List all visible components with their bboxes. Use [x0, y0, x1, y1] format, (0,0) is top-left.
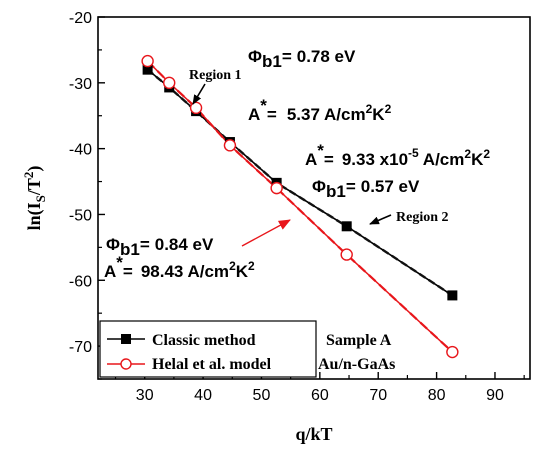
block3-a-line: A*= 98.43 A/cm2K2	[104, 253, 255, 281]
helal-point	[223, 139, 237, 152]
block2-phi-eq: =	[346, 177, 356, 196]
block3-a-sq: 2	[229, 259, 236, 273]
red-arrow	[241, 219, 291, 247]
helal-point	[340, 248, 353, 261]
block3-a-symbol: A	[104, 262, 116, 281]
block1-phi-sub: b1	[262, 52, 282, 71]
block1-phi-symbol: Φ	[248, 47, 262, 66]
y-axis-title: ln(IS/T2)	[21, 166, 48, 231]
block1-a-star: *	[260, 96, 267, 115]
block1-a-sq: 2	[366, 102, 373, 116]
x-tick-label: 30	[136, 387, 154, 404]
block2-a-symbol: A	[305, 150, 317, 169]
y-title-pre: ln(I	[24, 202, 45, 230]
annotation-block-3: Φb1= 0.84 eV A*= 98.43 A/cm2K2	[104, 235, 255, 281]
y-tick-label: -40	[69, 142, 92, 159]
block1-a-k: K	[372, 105, 385, 124]
legend-label-helal: Helal et al. model	[152, 356, 272, 373]
block3-a-eq: =	[123, 262, 133, 281]
legend-marker-helal	[120, 358, 132, 370]
block1-phi-line: Φb1= 0.78 eV	[248, 47, 356, 71]
block3-a-value: 98.43 A/cm	[141, 262, 229, 281]
region-1-label: Region 1	[189, 68, 242, 83]
y-title-sub: S	[33, 195, 48, 202]
block3-a-k2: 2	[248, 259, 255, 273]
block2-a-sq: 2	[464, 147, 471, 161]
block2-a-k2: 2	[483, 147, 490, 161]
block1-phi-value: 0.78 eV	[297, 47, 356, 66]
block3-phi-eq: =	[140, 235, 150, 254]
block3-a-k: K	[236, 262, 249, 281]
block1-a-symbol: A	[248, 105, 260, 124]
helal-point	[141, 54, 154, 68]
annotation-block-2: A*= 9.33 x10-5 A/cm2K2 Φb1= 0.57 eV	[305, 141, 490, 201]
block2-a-value: 9.33 x10	[342, 150, 408, 169]
y-title-post: )	[24, 166, 45, 172]
y-title-sup: 2	[21, 172, 36, 179]
classic-point	[447, 290, 458, 301]
legend-marker-classic	[121, 334, 131, 344]
block3-phi-line: Φb1= 0.84 eV	[106, 235, 214, 259]
y-tick-label: -30	[69, 76, 92, 93]
block1-phi-eq: =	[282, 47, 292, 66]
block3-phi-sub: b1	[120, 240, 140, 259]
helal-point	[189, 101, 203, 115]
block2-phi-sub: b1	[326, 182, 346, 201]
y-tick-label: -50	[69, 207, 92, 224]
block2-a-k: K	[471, 150, 484, 169]
block1-a-line: A*= 5.37 A/cm2K2	[248, 96, 392, 124]
region-1-arrow	[192, 83, 206, 105]
region-2-label: Region 2	[396, 210, 449, 225]
block2-a-eq: =	[324, 150, 334, 169]
y-tick-label: -70	[69, 339, 92, 356]
block2-a-star: *	[317, 141, 324, 160]
block2-a-line: A*= 9.33 x10-5 A/cm2K2	[305, 141, 490, 169]
classic-point	[142, 64, 153, 75]
helal-point	[163, 76, 176, 90]
classic-point	[341, 221, 352, 232]
block1-a-k2: 2	[385, 102, 392, 116]
sample-label-line2: Au/n-GaAs	[318, 356, 395, 373]
block1-a-value: 5.37 A/cm	[287, 105, 366, 124]
x-tick-label: 70	[369, 387, 387, 404]
region-2-arrow	[369, 214, 392, 225]
x-axis-title: q/kT	[295, 424, 332, 444]
legend: Classic method Helal et al. model	[99, 320, 317, 378]
block2-phi-value: 0.57 eV	[361, 177, 420, 196]
markers-layer	[141, 54, 459, 359]
block3-a-star: *	[116, 253, 123, 272]
block3-phi-symbol: Φ	[106, 235, 120, 254]
plot-frame	[97, 16, 531, 380]
block2-a-exp: -5	[408, 146, 419, 160]
block2-a-unit: A/cm	[419, 150, 465, 169]
legend-box	[99, 320, 317, 378]
helal-point	[446, 345, 459, 359]
block1-a-eq: =	[267, 105, 277, 124]
x-tick-label: 60	[311, 387, 329, 404]
x-tick-label: 40	[194, 387, 212, 404]
annotation-block-1: Φb1= 0.78 eV A*= 5.37 A/cm2K2	[248, 47, 392, 124]
x-tick-label: 50	[253, 387, 271, 404]
block3-phi-value: 0.84 eV	[155, 235, 214, 254]
legend-label-classic: Classic method	[152, 332, 256, 349]
x-tick-label: 80	[428, 387, 446, 404]
sample-label-line1: Sample A	[326, 332, 392, 349]
x-tick-label: 90	[486, 387, 504, 404]
y-tick-label: -60	[69, 273, 92, 290]
helal-point	[270, 181, 283, 195]
block2-phi-symbol: Φ	[312, 177, 326, 196]
block2-phi-line: Φb1= 0.57 eV	[312, 177, 420, 201]
y-title-mid: /T	[24, 178, 44, 196]
y-tick-label: -20	[69, 10, 92, 27]
